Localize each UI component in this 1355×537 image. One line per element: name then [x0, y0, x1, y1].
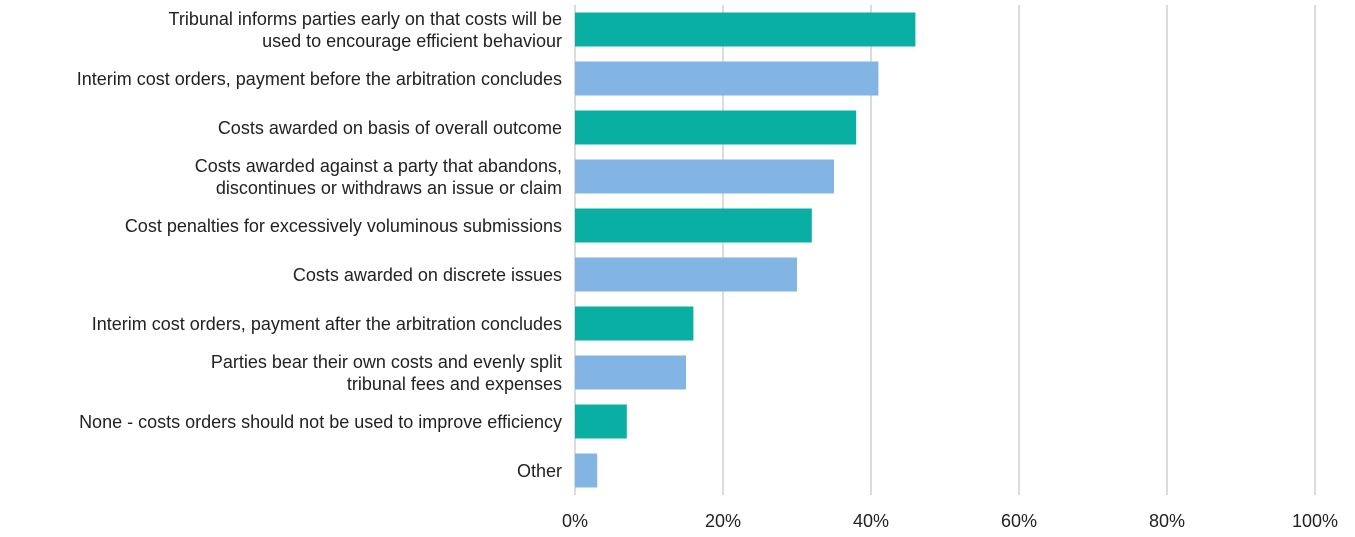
bar	[575, 404, 627, 439]
y-tick-label: Costs awarded on basis of overall outcom…	[217, 117, 562, 138]
y-tick-label: Costs awarded on discrete issues	[292, 264, 562, 285]
y-tick-label: None - costs orders should not be used t…	[79, 411, 562, 432]
bar	[575, 12, 916, 47]
y-tick-label: Parties bear their own costs and evenly …	[210, 351, 562, 394]
bar	[575, 453, 598, 488]
x-tick-label: 100%	[1292, 511, 1338, 531]
bar	[575, 355, 686, 390]
bar	[575, 159, 834, 194]
x-tick-label: 0%	[562, 511, 588, 531]
x-tick-label: 60%	[1001, 511, 1037, 531]
y-tick-label: Interim cost orders, payment before the …	[76, 68, 562, 89]
x-tick-label: 80%	[1149, 511, 1185, 531]
y-tick-label: Tribunal informs parties early on that c…	[168, 8, 563, 51]
bar	[575, 110, 857, 145]
bar	[575, 306, 694, 341]
x-tick-label: 20%	[705, 511, 741, 531]
y-tick-label: Cost penalties for excessively voluminou…	[124, 215, 562, 236]
bar	[575, 61, 879, 96]
bar	[575, 257, 797, 292]
y-tick-label: Costs awarded against a party that aband…	[194, 155, 562, 198]
y-tick-label: Other	[516, 460, 562, 481]
y-tick-label: Interim cost orders, payment after the a…	[91, 313, 562, 334]
x-tick-label: 40%	[853, 511, 889, 531]
bar	[575, 208, 812, 243]
